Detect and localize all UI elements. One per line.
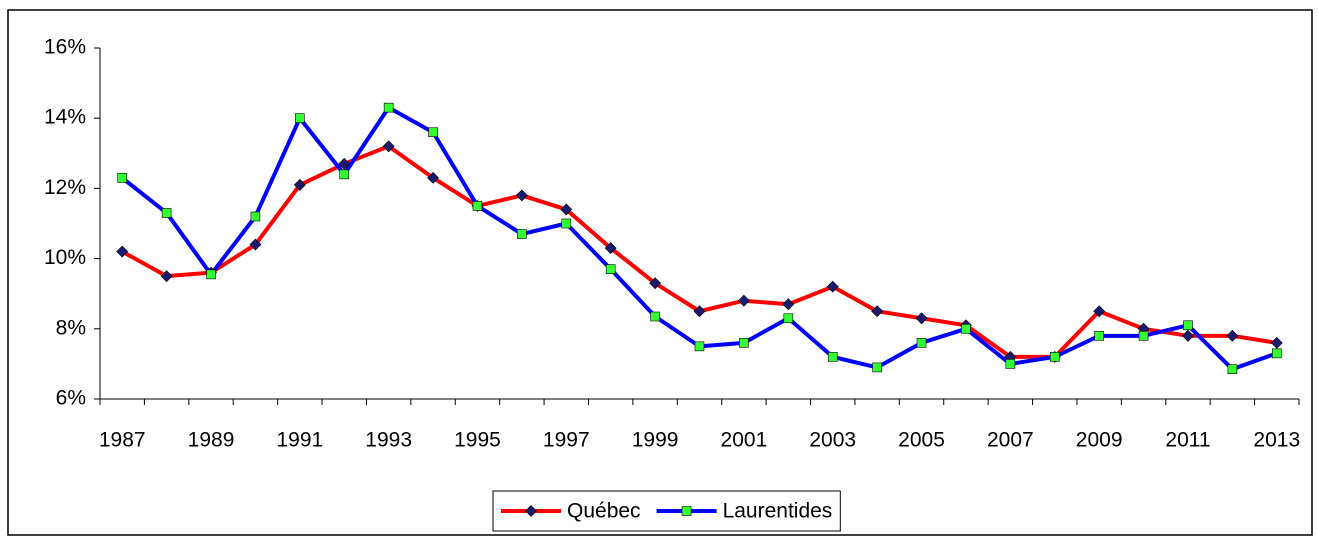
y-tick-label: 10%	[44, 246, 86, 269]
marker	[871, 305, 884, 318]
marker	[161, 208, 172, 218]
x-tick-label: 1995	[454, 429, 501, 452]
y-tick-label: 6%	[56, 387, 86, 410]
legend-label: Laurentides	[723, 500, 833, 523]
marker	[739, 338, 749, 348]
marker	[1138, 331, 1149, 341]
marker	[827, 352, 838, 362]
marker	[604, 242, 617, 254]
marker	[681, 506, 692, 516]
marker	[1183, 320, 1193, 331]
marker	[472, 201, 483, 211]
y-tick-label: 16%	[44, 36, 86, 59]
marker	[206, 269, 216, 280]
marker	[525, 505, 537, 517]
chart-frame	[7, 9, 1313, 536]
x-tick-label: 2009	[1076, 429, 1123, 452]
marker	[693, 305, 706, 318]
x-tick-label: 2011	[1165, 429, 1210, 452]
marker	[1094, 331, 1104, 341]
x-tick-label: 1997	[543, 429, 590, 452]
marker	[1271, 348, 1282, 359]
marker	[916, 338, 927, 348]
x-tick-label: 2013	[1253, 429, 1300, 452]
x-tick-label: 2005	[898, 429, 945, 452]
marker	[1226, 329, 1239, 342]
marker	[783, 313, 794, 324]
marker	[517, 229, 527, 239]
marker	[383, 102, 394, 113]
marker	[116, 245, 129, 258]
marker	[649, 277, 662, 290]
x-tick-label: 2007	[987, 429, 1034, 452]
marker	[1005, 359, 1016, 369]
marker	[1049, 352, 1060, 362]
x-tick-label: 1987	[99, 429, 146, 452]
marker	[1270, 336, 1283, 349]
y-tick-label: 8%	[56, 316, 86, 339]
marker	[249, 238, 262, 251]
y-tick-label: 12%	[44, 176, 86, 199]
x-tick-label: 1999	[632, 429, 679, 452]
marker	[515, 189, 528, 202]
x-tick-label: 1989	[188, 429, 235, 452]
x-tick-label: 2001	[721, 429, 768, 452]
x-tick-label: 1991	[276, 429, 323, 452]
marker	[560, 203, 573, 216]
marker	[250, 211, 261, 222]
marker	[117, 173, 128, 183]
marker	[605, 264, 616, 274]
marker	[650, 311, 660, 322]
x-tick-label: 2003	[809, 429, 856, 452]
marker	[295, 113, 305, 123]
marker	[872, 362, 882, 373]
marker	[782, 298, 795, 311]
marker	[1093, 305, 1106, 318]
marker	[160, 270, 173, 283]
marker	[427, 171, 439, 184]
marker	[293, 178, 306, 191]
marker	[737, 294, 750, 307]
marker	[382, 140, 395, 153]
marker	[1182, 329, 1194, 342]
marker	[338, 157, 351, 170]
marker	[694, 341, 705, 352]
y-tick-label: 14%	[44, 106, 86, 129]
marker	[961, 323, 971, 334]
marker	[339, 169, 350, 180]
marker	[826, 280, 839, 293]
marker	[561, 218, 572, 229]
x-tick-label: 1993	[365, 429, 412, 452]
marker	[915, 312, 928, 325]
marker	[1227, 364, 1238, 374]
marker	[428, 127, 438, 138]
legend-label: Québec	[567, 500, 641, 523]
